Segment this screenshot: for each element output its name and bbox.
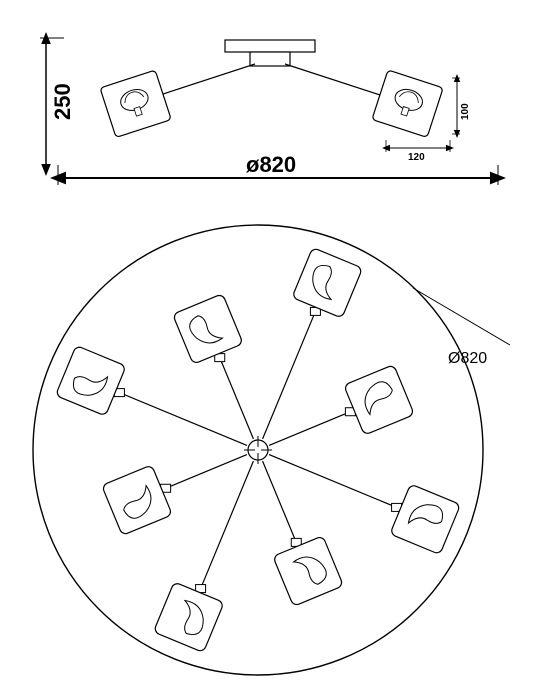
dim-shade-width-label: 120 [408, 152, 425, 163]
dim-height-label: 250 [50, 83, 75, 120]
dim-shade-width: 120 [386, 140, 450, 163]
side-elevation-view: 250 ø820 120 100 [40, 38, 498, 185]
dim-shade-height: 100 [452, 78, 471, 134]
callout-diameter-label: Ø820 [448, 350, 487, 367]
arm-right [285, 64, 443, 137]
technical-drawing: 250 ø820 120 100 [0, 0, 546, 690]
dim-diameter-label: ø820 [246, 152, 296, 177]
dim-shade-height-label: 100 [460, 103, 471, 120]
ceiling-plate [225, 40, 315, 52]
drawing-svg: 250 ø820 120 100 [0, 0, 546, 690]
canopy-hub [250, 52, 290, 66]
dim-diameter: ø820 [58, 152, 498, 185]
arm-left [100, 64, 255, 137]
plan-view: Ø820 [33, 225, 510, 675]
